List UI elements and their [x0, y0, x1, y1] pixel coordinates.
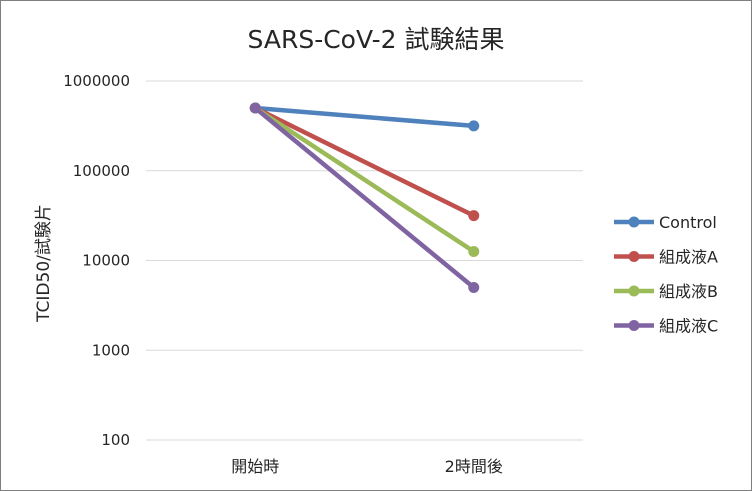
y-tick-label: 10000 [82, 252, 130, 270]
y-tick-label: 100000 [73, 162, 130, 180]
legend: Control 組成液A 組成液B 組成液C [614, 213, 718, 336]
series-2 [249, 102, 480, 222]
legend-item: 組成液A [614, 248, 718, 267]
y-tick-label: 1000000 [63, 72, 130, 90]
legend-label: Control [659, 213, 717, 232]
legend-swatch-marker [628, 285, 640, 297]
series-line [253, 105, 476, 129]
series-line [253, 105, 476, 254]
legend-item: 組成液C [614, 317, 718, 336]
y-tick-labels: 1000000 100000 10000 1000 100 [63, 72, 130, 449]
series-line [253, 105, 476, 218]
y-tick-label: 100 [101, 431, 130, 449]
legend-item: 組成液B [614, 282, 718, 301]
legend-item: Control [614, 213, 717, 232]
data-point [468, 282, 480, 294]
x-category-labels: 開始時 2時間後 [231, 457, 503, 476]
data-point [468, 210, 480, 222]
y-tick-label: 1000 [92, 341, 130, 359]
data-point [468, 245, 480, 257]
x-category-label: 開始時 [231, 457, 279, 476]
data-point [249, 102, 261, 114]
grid-layer [146, 80, 583, 441]
legend-swatch-marker [628, 216, 640, 228]
series-layer [249, 102, 480, 294]
chart-title: SARS-CoV-2 試験結果 [248, 25, 505, 54]
legend-swatch-marker [628, 251, 640, 262]
legend-label: 組成液C [659, 317, 718, 336]
y-axis-title: TCID50/試験片 [34, 204, 54, 323]
data-point [468, 120, 480, 132]
series-4 [249, 102, 480, 294]
legend-label: 組成液B [659, 282, 718, 301]
legend-label: 組成液A [659, 248, 718, 267]
series-line [253, 105, 476, 290]
legend-swatch-marker [628, 320, 640, 331]
x-category-label: 2時間後 [445, 457, 503, 476]
